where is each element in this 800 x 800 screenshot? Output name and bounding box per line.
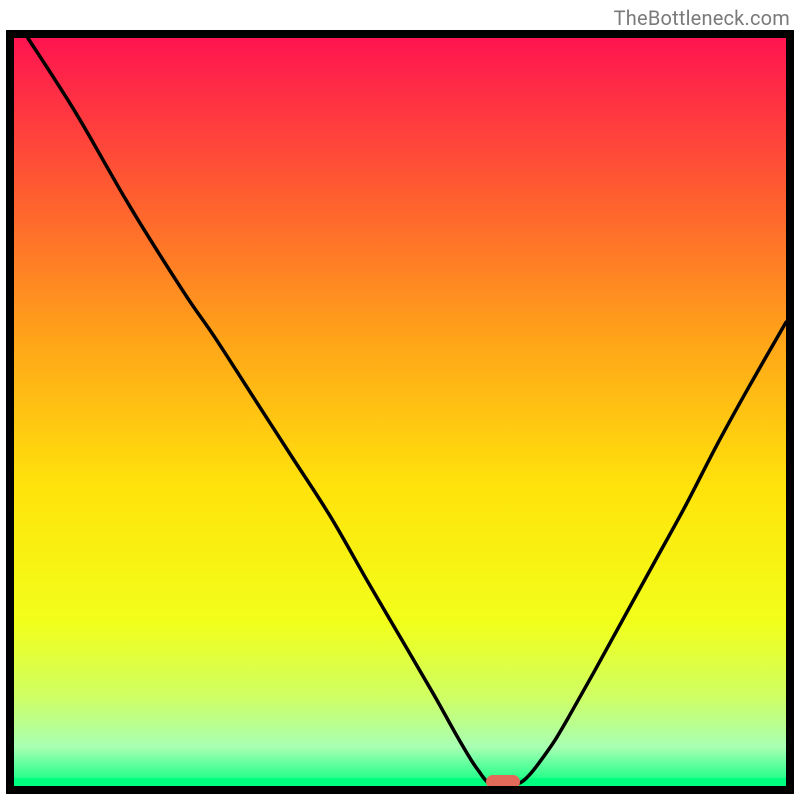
watermark-text: TheBottleneck.com bbox=[614, 6, 790, 30]
optimum-marker bbox=[486, 775, 520, 787]
bottleneck-curve bbox=[28, 38, 786, 786]
curve-layer bbox=[14, 38, 786, 786]
bottleneck-chart: TheBottleneck.com bbox=[0, 0, 800, 800]
plot-area bbox=[14, 38, 786, 786]
